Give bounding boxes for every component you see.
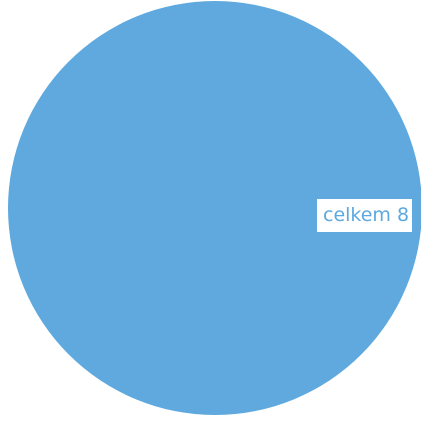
slice-data-label: celkem 8 bbox=[317, 199, 413, 232]
pie-slice-0 bbox=[8, 1, 421, 415]
slice-data-label-text: celkem 8 bbox=[323, 204, 410, 226]
pie-slices bbox=[8, 1, 421, 415]
